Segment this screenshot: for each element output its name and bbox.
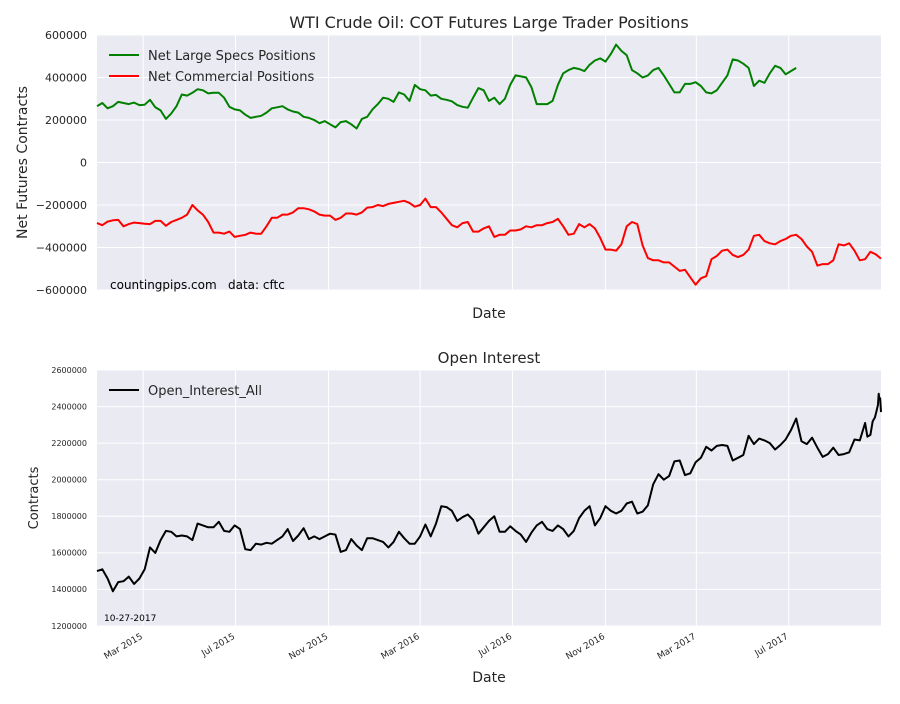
date-annotation: 10-27-2017 xyxy=(104,614,156,624)
y-tick-label: −200000 xyxy=(36,199,87,212)
y-tick-label: 1600000 xyxy=(51,549,87,558)
y-tick-label: 1800000 xyxy=(51,512,87,521)
x-tick-label: Mar 2017 xyxy=(656,632,698,662)
top-chart-title: WTI Crude Oil: COT Futures Large Trader … xyxy=(289,13,689,32)
bottom-x-axis-label: Date xyxy=(472,670,505,686)
top-series xyxy=(96,43,882,286)
legend-label-net-commercial: Net Commercial Positions xyxy=(148,70,314,85)
series-line-net-commercial-positions xyxy=(96,197,882,286)
y-tick-label: 2400000 xyxy=(51,402,87,411)
y-tick-label: 1400000 xyxy=(51,585,87,594)
top-y-tick-labels: −600000 −400000 −200000 0 200000 400000 600000 xyxy=(36,29,87,297)
bottom-series xyxy=(96,392,882,593)
x-tick-label: Mar 2015 xyxy=(103,632,145,662)
top-grid xyxy=(97,34,881,291)
x-tick-label: Nov 2016 xyxy=(565,632,608,662)
source-annotation: countingpips.com xyxy=(110,278,217,292)
cot-positions-chart: −600000 −400000 −200000 0 200000 400000 600000… xyxy=(15,13,882,322)
x-tick-label: Jul 2016 xyxy=(476,632,514,660)
bottom-x-tick-labels: Mar 2015 Jul 2015 Nov 2015 Mar 2016 Jul 2016… xyxy=(103,632,791,662)
y-tick-label: −400000 xyxy=(36,241,87,254)
data-source-annotation: data: cftc xyxy=(228,278,285,292)
x-tick-label: Jul 2017 xyxy=(753,632,791,659)
bottom-grid xyxy=(97,369,881,627)
bottom-chart-title: Open Interest xyxy=(438,349,541,367)
top-legend: Net Large Specs Positions Net Commercial… xyxy=(109,49,316,85)
y-tick-label: 0 xyxy=(80,156,87,169)
legend-label-net-large-specs: Net Large Specs Positions xyxy=(148,49,316,64)
y-tick-label: 2600000 xyxy=(51,366,87,375)
x-tick-label: Jul 2015 xyxy=(199,632,237,659)
legend-label-open-interest: Open_Interest_All xyxy=(148,384,262,399)
bottom-y-tick-labels: 1200000 1400000 1600000 1800000 2000000 22000… xyxy=(51,366,87,631)
x-tick-label: Nov 2015 xyxy=(288,632,331,662)
y-tick-label: 600000 xyxy=(45,29,87,42)
series-line-open-interest-all xyxy=(96,392,882,593)
series-line-net-large-specs-positions xyxy=(96,43,797,130)
y-tick-label: 400000 xyxy=(45,71,87,84)
y-tick-label: 2200000 xyxy=(51,439,87,448)
y-tick-label: 1200000 xyxy=(51,622,87,631)
top-x-axis-label: Date xyxy=(472,306,505,322)
bottom-plot-area xyxy=(97,370,881,626)
y-tick-label: −600000 xyxy=(36,284,87,297)
y-tick-label: 2000000 xyxy=(51,476,87,485)
bottom-y-axis-label: Contracts xyxy=(27,466,42,529)
open-interest-chart: 1200000 1400000 1600000 1800000 2000000 22000… xyxy=(27,349,882,686)
top-y-axis-label: Net Futures Contracts xyxy=(15,86,31,239)
bottom-legend: Open_Interest_All xyxy=(109,384,262,399)
x-tick-label: Mar 2016 xyxy=(380,632,422,662)
y-tick-label: 200000 xyxy=(45,114,87,127)
